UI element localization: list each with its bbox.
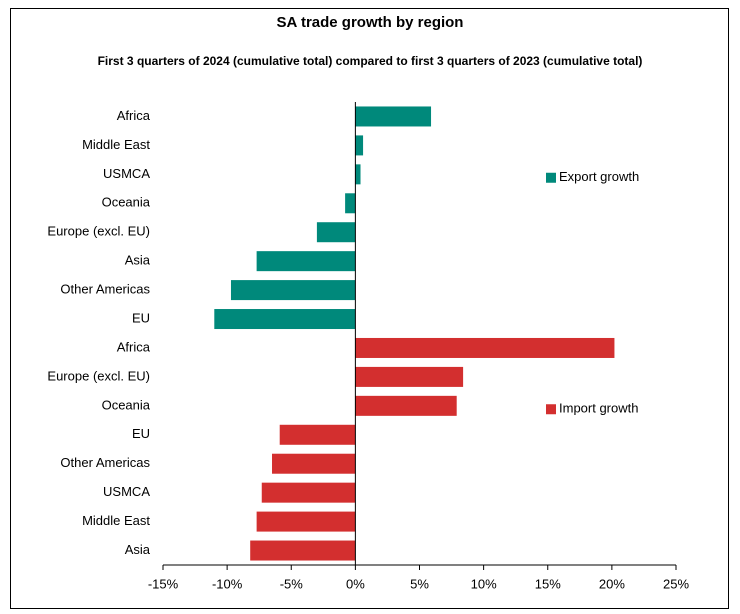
bar — [345, 193, 356, 214]
bar — [272, 453, 356, 474]
x-tick-label: 20% — [599, 576, 625, 591]
x-tick-label: 15% — [535, 576, 561, 591]
y-tick-label: Oceania — [102, 195, 151, 210]
y-tick-label: Asia — [125, 542, 151, 557]
bar — [279, 424, 356, 445]
x-tick-label: 10% — [471, 576, 497, 591]
bar — [230, 280, 356, 301]
bar — [316, 222, 356, 243]
y-tick-label: Oceania — [102, 397, 151, 412]
legend-label: Import growth — [559, 401, 638, 416]
y-tick-label: EU — [132, 310, 150, 325]
y-tick-label: USMCA — [103, 166, 150, 181]
y-tick-label: Middle East — [82, 513, 150, 528]
bar — [355, 366, 464, 387]
x-tick-label: -5% — [280, 576, 304, 591]
bar — [214, 309, 356, 330]
y-tick-label: Africa — [117, 339, 151, 354]
x-tick-label: 25% — [663, 576, 689, 591]
bar — [355, 395, 457, 416]
y-tick-label: Europe (excl. EU) — [47, 368, 150, 383]
y-tick-label: Africa — [117, 108, 151, 123]
y-tick-label: EU — [132, 426, 150, 441]
bar — [256, 511, 356, 532]
legend-swatch — [546, 172, 556, 183]
y-tick-label: Other Americas — [60, 282, 150, 297]
bar — [256, 251, 356, 272]
bar — [355, 135, 364, 156]
y-tick-label: Other Americas — [60, 455, 150, 470]
legend-label: Export growth — [559, 169, 639, 184]
bar — [250, 540, 356, 561]
chart-subtitle: First 3 quarters of 2024 (cumulative tot… — [98, 54, 643, 68]
legend-swatch — [546, 404, 556, 415]
bar — [355, 337, 615, 358]
x-tick-label: 5% — [410, 576, 429, 591]
x-tick-label: -15% — [148, 576, 179, 591]
bar — [261, 482, 356, 503]
y-tick-label: Europe (excl. EU) — [47, 224, 150, 239]
y-tick-label: Middle East — [82, 137, 150, 152]
bar — [355, 164, 361, 185]
frame — [10, 8, 729, 609]
chart-title: SA trade growth by region — [277, 14, 464, 31]
x-tick-label: 0% — [346, 576, 365, 591]
y-tick-label: Asia — [125, 253, 151, 268]
bar — [355, 106, 432, 127]
x-tick-label: -10% — [212, 576, 243, 591]
y-tick-label: USMCA — [103, 484, 150, 499]
